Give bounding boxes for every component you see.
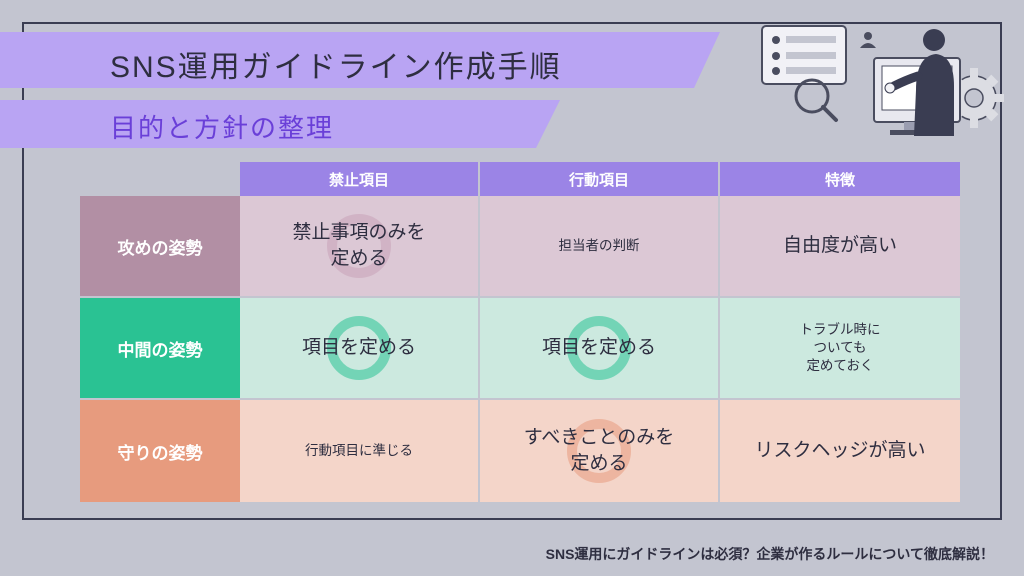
- table-row: 中間の姿勢 項目を定める 項目を定める トラブル時に ついても 定めておく: [80, 298, 960, 400]
- table-cell: すべきことのみを 定める: [480, 400, 720, 502]
- table-cell: 行動項目に準じる: [240, 400, 480, 502]
- row-label: 守りの姿勢: [80, 400, 240, 502]
- illustration-person-computer: [756, 18, 1006, 158]
- table-header-col3: 特徴: [720, 162, 960, 196]
- cell-text: 自由度が高い: [783, 233, 897, 259]
- cell-text: 担当者の判断: [559, 237, 640, 255]
- page-title: SNS運用ガイドライン作成手順: [110, 51, 562, 84]
- cell-text: トラブル時に ついても 定めておく: [800, 321, 881, 376]
- table-cell: 項目を定める: [480, 298, 720, 400]
- cell-text: リスクヘッジが高い: [754, 438, 925, 464]
- table-cell: 自由度が高い: [720, 196, 960, 298]
- table-header-blank: [80, 162, 240, 196]
- page-subtitle-band: 目的と方針の整理: [0, 100, 560, 148]
- cell-text: 行動項目に準じる: [305, 442, 413, 460]
- table-header-row: 禁止項目 行動項目 特徴: [80, 162, 960, 196]
- table-header-col2: 行動項目: [480, 162, 720, 196]
- cell-text: 項目を定める: [302, 335, 416, 361]
- page-subtitle: 目的と方針の整理: [110, 113, 334, 143]
- footer-caption: SNS運用にガイドラインは必須？企業が作るルールについて徹底解説！: [546, 544, 994, 564]
- table-body: 攻めの姿勢 禁止事項のみを 定める 担当者の判断 自由度が高い中間の姿勢 項目を定める 項…: [80, 196, 960, 502]
- table-row: 攻めの姿勢 禁止事項のみを 定める 担当者の判断 自由度が高い: [80, 196, 960, 298]
- cell-text: すべきことのみを 定める: [524, 425, 674, 476]
- table-cell: 禁止事項のみを 定める: [240, 196, 480, 298]
- table-cell: 担当者の判断: [480, 196, 720, 298]
- table-row: 守りの姿勢 行動項目に準じる すべきことのみを 定める リスクヘッジが高い: [80, 400, 960, 502]
- cell-text: 禁止事項のみを 定める: [292, 220, 425, 271]
- cell-text: 項目を定める: [542, 335, 656, 361]
- row-label: 中間の姿勢: [80, 298, 240, 400]
- comparison-table: 禁止項目 行動項目 特徴 攻めの姿勢 禁止事項のみを 定める 担当者の判断 自由度が高…: [80, 162, 960, 502]
- row-label: 攻めの姿勢: [80, 196, 240, 298]
- table-cell: トラブル時に ついても 定めておく: [720, 298, 960, 400]
- table-header-col1: 禁止項目: [240, 162, 480, 196]
- page-title-band: SNS運用ガイドライン作成手順: [0, 32, 720, 88]
- table-cell: リスクヘッジが高い: [720, 400, 960, 502]
- table-cell: 項目を定める: [240, 298, 480, 400]
